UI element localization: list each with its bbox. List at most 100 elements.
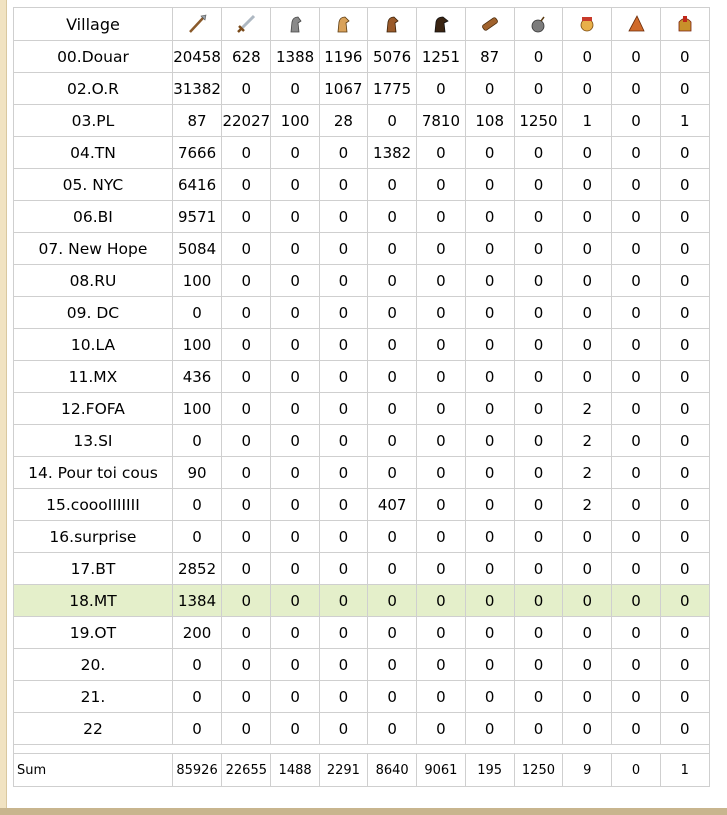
village-header[interactable]: Village: [13, 7, 173, 41]
unit-count-cell: 0: [659, 456, 711, 489]
unit-count-cell: 0: [611, 456, 661, 489]
heavy-cavalry-icon: [430, 13, 452, 35]
table-row: 05. NYC 6416 0 0 0 0 0 0 0 0 0 0: [13, 168, 711, 201]
table-row: 04.TN 7666 0 0 0 1382 0 0 0 0 0 0: [13, 136, 711, 169]
village-link[interactable]: 12.FOFA: [13, 392, 173, 425]
archer-icon: [625, 13, 647, 35]
unit-count-cell: 0: [366, 168, 418, 201]
village-link[interactable]: 18.MT: [13, 584, 173, 617]
unit-count-cell: 0: [659, 488, 711, 521]
village-link[interactable]: 13.SI: [13, 424, 173, 457]
village-link[interactable]: 20.: [13, 648, 173, 681]
village-link[interactable]: 06.BI: [13, 200, 173, 233]
light-cavalry-icon: [381, 13, 403, 35]
sum-cell: 1250: [513, 753, 564, 787]
unit-count-cell: 0: [416, 648, 466, 681]
unit-count-cell: 0: [659, 520, 711, 553]
village-link[interactable]: 07. New Hope: [13, 232, 173, 265]
table-row: 11.MX 436 0 0 0 0 0 0 0 0 0 0: [13, 360, 711, 393]
ram-icon: [479, 13, 501, 35]
unit-count-cell: 0: [366, 616, 418, 649]
village-link[interactable]: 05. NYC: [13, 168, 173, 201]
unit-count-cell: 5076: [366, 40, 418, 73]
unit-count-cell: 0: [416, 232, 466, 265]
unit-count-cell: 0: [318, 168, 369, 201]
unit-count-cell: 0: [416, 488, 466, 521]
village-link[interactable]: 03.PL: [13, 104, 173, 137]
village-link[interactable]: 08.RU: [13, 264, 173, 297]
sum-cell: 0: [611, 753, 661, 787]
unit-count-cell: 0: [318, 616, 369, 649]
village-link[interactable]: 00.Douar: [13, 40, 173, 73]
unit-count-cell: 0: [318, 648, 369, 681]
unit-count-cell: 0: [221, 520, 272, 553]
unit-count-cell: 0: [464, 424, 515, 457]
unit-count-cell: 1: [562, 104, 613, 137]
unit-count-cell: 0: [562, 616, 613, 649]
unit-count-cell: 0: [366, 648, 418, 681]
village-link[interactable]: 16.surprise: [13, 520, 173, 553]
unit-count-cell: 0: [270, 72, 320, 105]
sum-cell: 8640: [366, 753, 418, 787]
village-link[interactable]: 09. DC: [13, 296, 173, 329]
unit-count-cell: 407: [366, 488, 418, 521]
unit-count-cell: 20458: [171, 40, 223, 73]
unit-count-cell: 0: [221, 552, 272, 585]
table-row: 09. DC 0 0 0 0 0 0 0 0 0 0 0: [13, 296, 711, 329]
village-link[interactable]: 11.MX: [13, 360, 173, 393]
unit-count-cell: 0: [464, 264, 515, 297]
unit-count-cell: 0: [270, 360, 320, 393]
unit-count-cell: 0: [562, 680, 613, 713]
unit-count-cell: 1: [659, 104, 711, 137]
sum-row: Sum 85926 22655 1488 2291 8640 9061 195 1250 9 0 1: [13, 753, 711, 787]
sum-cell: 9061: [416, 753, 466, 787]
unit-count-cell: 0: [562, 168, 613, 201]
unit-count-cell: 0: [366, 520, 418, 553]
unit-count-cell: 0: [659, 616, 711, 649]
unit-count-cell: 0: [366, 584, 418, 617]
unit-count-cell: 0: [416, 72, 466, 105]
unit-count-cell: 0: [464, 168, 515, 201]
village-link[interactable]: 04.TN: [13, 136, 173, 169]
unit-count-cell: 0: [464, 680, 515, 713]
unit-count-cell: 87: [171, 104, 223, 137]
unit-count-cell: 0: [659, 680, 711, 713]
table-row: 12.FOFA 100 0 0 0 0 0 0 0 2 0 0: [13, 392, 711, 425]
village-link[interactable]: 14. Pour toi cous: [13, 456, 173, 489]
sum-cell: 1: [659, 753, 711, 787]
unit-count-cell: 0: [464, 712, 515, 745]
unit-count-cell: 0: [270, 456, 320, 489]
unit-count-cell: 0: [513, 488, 564, 521]
unit-count-cell: 0: [659, 712, 711, 745]
unit-count-cell: 0: [318, 712, 369, 745]
village-link[interactable]: 15.coooIIIIIII: [13, 488, 173, 521]
unit-count-cell: 0: [562, 552, 613, 585]
unit-count-cell: 0: [513, 72, 564, 105]
unit-count-cell: 0: [611, 40, 661, 73]
village-link[interactable]: 10.LA: [13, 328, 173, 361]
unit-count-cell: 0: [270, 168, 320, 201]
village-link[interactable]: 19.OT: [13, 616, 173, 649]
unit-count-cell: 0: [659, 328, 711, 361]
village-link[interactable]: 22: [13, 712, 173, 745]
header-row: Village: [13, 7, 711, 41]
unit-count-cell: 0: [270, 520, 320, 553]
village-link[interactable]: 17.BT: [13, 552, 173, 585]
unit-count-cell: 0: [318, 264, 369, 297]
unit-count-cell: 0: [611, 712, 661, 745]
unit-count-cell: 0: [270, 328, 320, 361]
unit-count-cell: 0: [659, 392, 711, 425]
unit-count-cell: 0: [416, 328, 466, 361]
unit-count-cell: 0: [221, 200, 272, 233]
sum-cell: 195: [464, 753, 515, 787]
unit-count-cell: 0: [318, 296, 369, 329]
village-link[interactable]: 21.: [13, 680, 173, 713]
unit-count-cell: 0: [513, 40, 564, 73]
unit-count-cell: 0: [513, 392, 564, 425]
spear-icon: [186, 13, 208, 35]
unit-count-cell: 200: [171, 616, 223, 649]
unit-count-cell: 0: [562, 360, 613, 393]
unit-count-cell: 1196: [318, 40, 369, 73]
unit-count-cell: 0: [611, 520, 661, 553]
village-link[interactable]: 02.O.R: [13, 72, 173, 105]
